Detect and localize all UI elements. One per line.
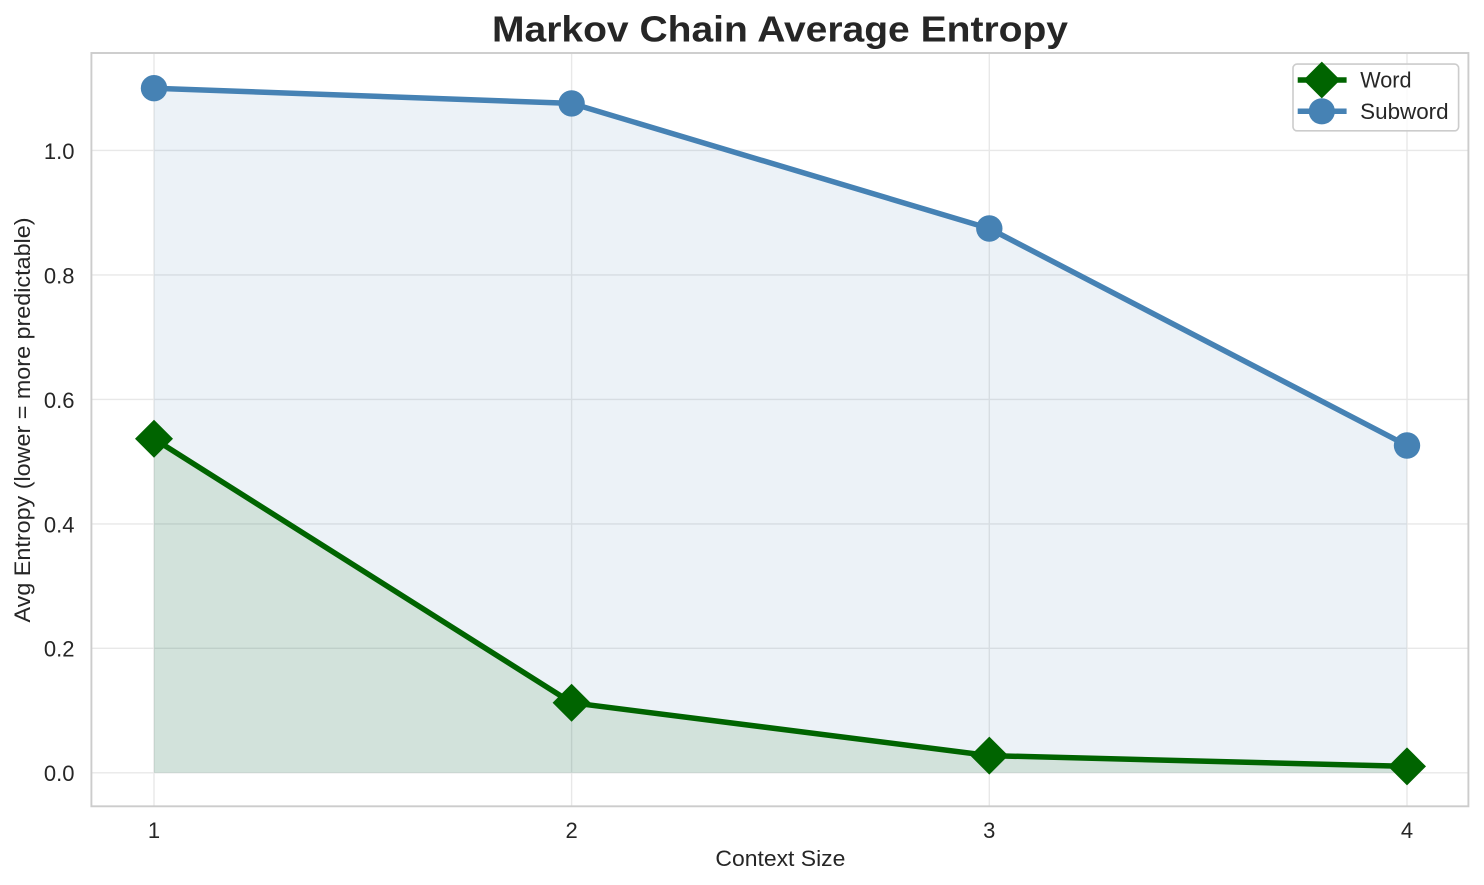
svg-text:0.0: 0.0 [44, 761, 75, 786]
svg-text:0.4: 0.4 [44, 512, 75, 537]
svg-text:2: 2 [565, 818, 577, 843]
svg-text:Word: Word [1360, 68, 1411, 93]
svg-text:Subword: Subword [1360, 99, 1448, 124]
svg-text:1.0: 1.0 [44, 139, 75, 164]
svg-text:3: 3 [983, 818, 995, 843]
svg-text:0.8: 0.8 [44, 263, 75, 288]
svg-text:Context Size: Context Size [715, 846, 845, 871]
svg-text:Avg Entropy (lower = more pred: Avg Entropy (lower = more predictable) [10, 218, 35, 623]
svg-text:4: 4 [1401, 818, 1413, 843]
svg-text:Markov Chain Average Entropy: Markov Chain Average Entropy [492, 9, 1068, 50]
svg-text:0.2: 0.2 [44, 637, 75, 662]
svg-text:0.6: 0.6 [44, 388, 75, 413]
svg-text:1: 1 [148, 818, 160, 843]
